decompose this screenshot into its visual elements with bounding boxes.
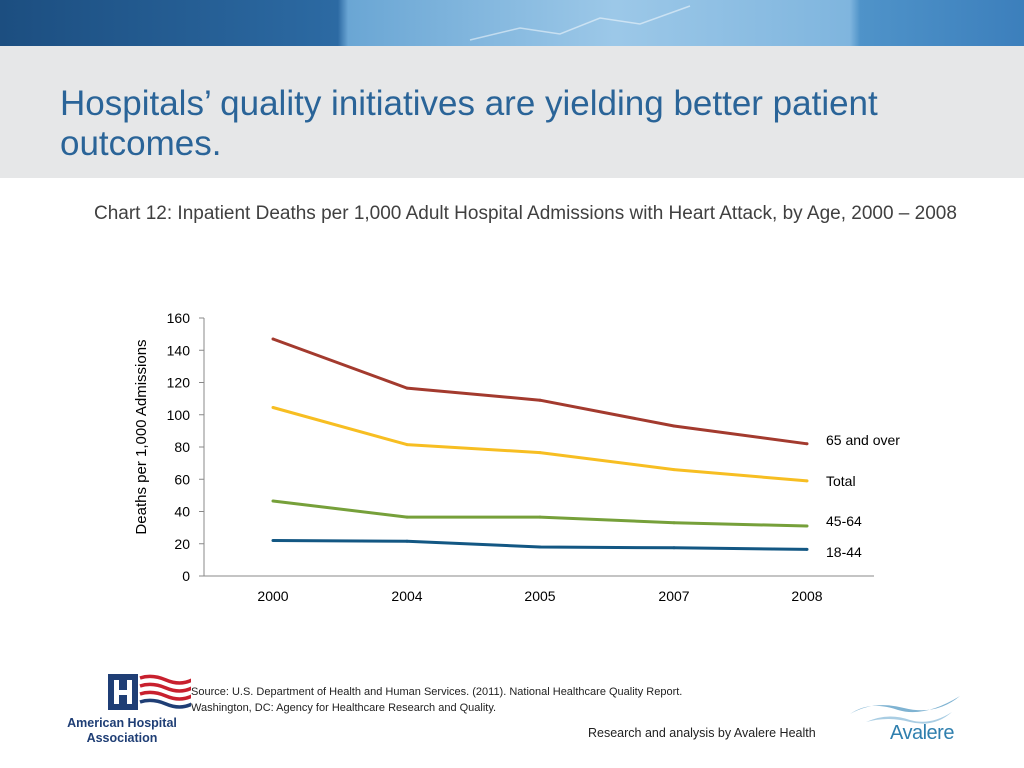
y-axis-label: Deaths per 1,000 Admissions xyxy=(133,339,150,534)
y-tick-label: 60 xyxy=(174,471,190,487)
analysis-credit: Research and analysis by Avalere Health xyxy=(588,726,816,740)
chart-subtitle: Chart 12: Inpatient Deaths per 1,000 Adu… xyxy=(94,203,957,224)
avalere-logo xyxy=(850,696,960,724)
series-label: Total xyxy=(826,473,856,489)
x-tick-label: 2000 xyxy=(257,588,288,604)
data-point xyxy=(538,398,542,402)
series-line xyxy=(272,406,808,483)
series-label: 45-64 xyxy=(826,513,862,529)
y-tick-label: 140 xyxy=(167,342,191,358)
data-point xyxy=(405,539,409,543)
data-point xyxy=(271,539,275,542)
source-line-2: Washington, DC: Agency for Healthcare Re… xyxy=(191,702,497,714)
x-tick-label: 2007 xyxy=(658,588,689,604)
title-band xyxy=(0,46,1024,178)
y-tick-label: 20 xyxy=(174,536,190,552)
x-tick-label: 2004 xyxy=(391,588,422,604)
aha-h-icon xyxy=(108,674,191,710)
y-tick-label: 160 xyxy=(167,310,191,326)
data-point xyxy=(271,337,275,341)
x-tick-label: 2008 xyxy=(791,588,822,604)
source-note: Source: U.S. Department of Health and Hu… xyxy=(191,684,831,716)
data-point xyxy=(805,547,809,551)
data-point xyxy=(538,451,542,455)
avalere-wave-icon xyxy=(850,696,960,724)
data-point xyxy=(805,442,809,446)
data-point xyxy=(805,524,809,528)
data-point xyxy=(672,521,676,525)
series-line xyxy=(272,337,808,446)
data-point xyxy=(672,546,676,550)
y-tick-label: 80 xyxy=(174,439,190,455)
data-point xyxy=(672,424,676,428)
source-line-1: Source: U.S. Department of Health and Hu… xyxy=(191,686,683,698)
data-point xyxy=(538,545,542,549)
data-point xyxy=(271,406,275,409)
data-point xyxy=(405,443,409,447)
series-label: 65 and over xyxy=(826,432,900,448)
data-point xyxy=(405,386,409,390)
x-tick-label: 2005 xyxy=(524,588,555,604)
aha-logo-text: American Hospital Association xyxy=(67,716,177,745)
series-line xyxy=(272,499,808,528)
data-point xyxy=(672,468,676,472)
data-point xyxy=(805,479,809,483)
data-point xyxy=(405,515,409,519)
y-tick-label: 120 xyxy=(167,375,191,391)
data-point xyxy=(538,515,542,519)
y-tick-label: 0 xyxy=(182,568,190,584)
data-point xyxy=(271,499,275,503)
series-label: 18-44 xyxy=(826,544,862,560)
slide-title: Hospitals’ quality initiatives are yield… xyxy=(60,84,878,163)
avalere-logo-text: Avalere xyxy=(890,722,954,744)
top-banner xyxy=(0,0,1024,46)
y-tick-label: 100 xyxy=(167,407,191,423)
aha-logo xyxy=(108,674,191,710)
y-tick-label: 40 xyxy=(174,504,190,520)
